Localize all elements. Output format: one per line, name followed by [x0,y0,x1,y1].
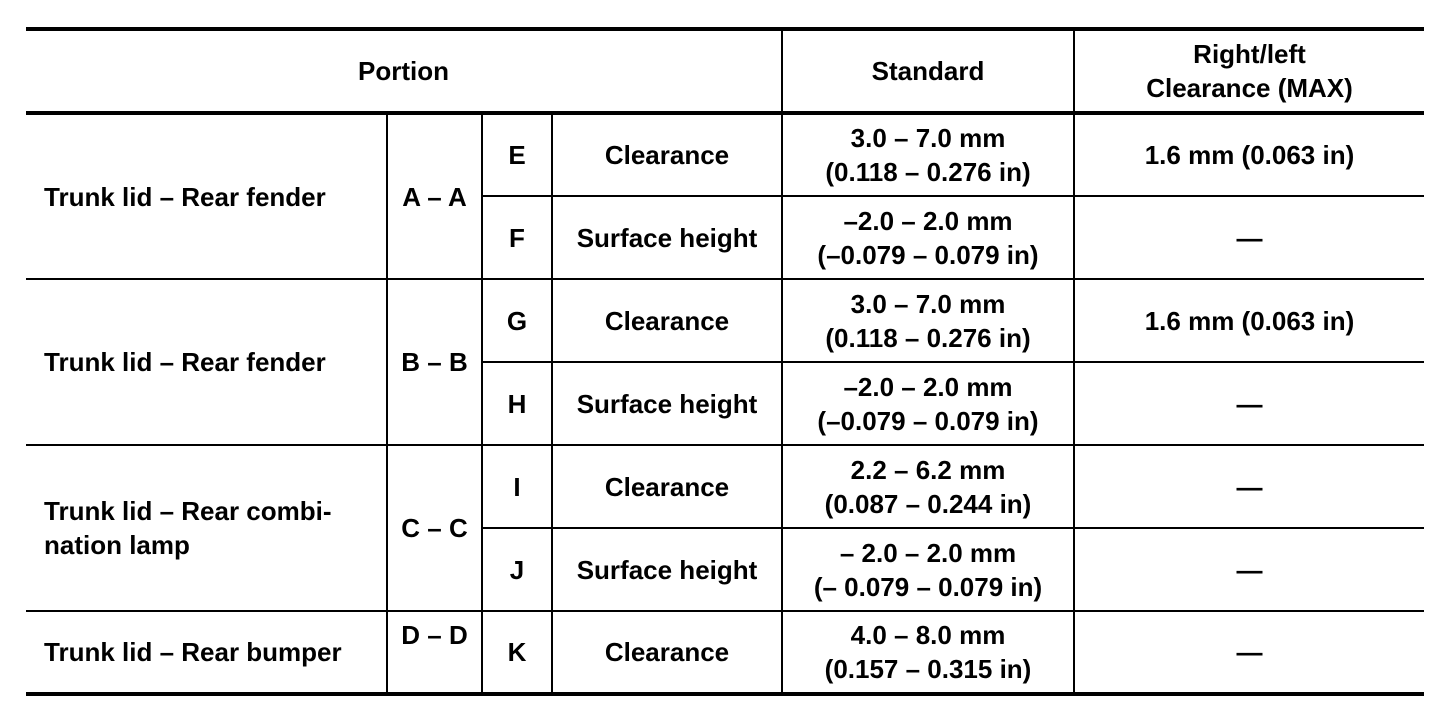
standard-in: (0.118 – 0.276 in) [825,157,1031,187]
table-row: J Surface height – 2.0 – 2.0 mm (– 0.079… [26,528,1424,612]
max-cell: — [1073,362,1424,446]
code-cell: E [481,113,552,197]
standard-in: (0.118 – 0.276 in) [825,322,1031,353]
item-cell: Clearance [551,113,782,197]
section-cell: B – B [386,279,482,446]
section-cell: C – C [386,445,482,612]
portion-line1: Trunk lid – Rear combi- [44,496,332,526]
max-cell: — [1073,196,1424,280]
standard-cell: 4.0 – 8.0 mm (0.157 – 0.315 in) [781,611,1074,696]
standard-mm: 3.0 – 7.0 mm [850,123,1006,153]
code-cell: G [481,279,552,363]
portion-cell: Trunk lid – Rear fender [26,113,387,280]
standard-mm: 4.0 – 8.0 mm [850,620,1006,650]
code-cell: H [481,362,552,446]
portion-line2: nation lamp [44,530,190,560]
item-cell: Clearance [551,279,782,363]
portion-cell: Trunk lid – Rear fender [26,279,387,446]
header-clearance-max-line1: Right/left [1193,39,1306,69]
standard-cell: 2.2 – 6.2 mm (0.087 – 0.244 in) [781,445,1074,529]
item-cell: Surface height [551,362,782,446]
header-portion: Portion [26,29,782,115]
standard-in: (–0.079 – 0.079 in) [817,405,1039,436]
standard-cell: –2.0 – 2.0 mm (–0.079 – 0.079 in) [781,196,1074,280]
standard-mm: –2.0 – 2.0 mm [843,371,1013,402]
max-cell: — [1073,445,1424,529]
section-cell: D – D [386,611,482,696]
standard-in: (–0.079 – 0.079 in) [817,239,1039,270]
standard-in: (0.157 – 0.315 in) [824,654,1032,684]
item-cell: Surface height [551,528,782,612]
portion-cell: Trunk lid – Rear bumper [26,611,387,696]
standard-in: (0.087 – 0.244 in) [824,488,1032,519]
standard-cell: 3.0 – 7.0 mm (0.118 – 0.276 in) [781,279,1074,363]
code-cell: J [481,528,552,612]
max-cell: — [1073,611,1424,696]
item-cell: Clearance [551,611,782,696]
table-row: Trunk lid – Rear combi- nation lamp C – … [26,445,1424,612]
max-cell: 1.6 mm (0.063 in) [1073,113,1424,197]
table-row: Trunk lid – Rear fender A – A E Clearanc… [26,113,1424,280]
max-cell: — [1073,528,1424,612]
standard-mm: 3.0 – 7.0 mm [850,288,1006,319]
item-cell: Clearance [551,445,782,529]
standard-mm: – 2.0 – 2.0 mm [839,537,1017,568]
header-standard: Standard [781,29,1074,115]
header-clearance-max-line2: Clearance (MAX) [1146,73,1353,103]
standard-mm: 2.2 – 6.2 mm [850,454,1006,485]
standard-cell: –2.0 – 2.0 mm (–0.079 – 0.079 in) [781,362,1074,446]
table-row: H Surface height –2.0 – 2.0 mm (–0.079 –… [26,362,1424,446]
table-row: Trunk lid – Rear bumper D – D K Clearanc… [26,611,1424,696]
portion-cell: Trunk lid – Rear combi- nation lamp [26,445,387,612]
clearance-specification-table: Portion Standard Right/left Clearance (M… [26,27,1424,696]
code-cell: K [481,611,552,696]
standard-mm: –2.0 – 2.0 mm [843,205,1013,236]
table-row: Trunk lid – Rear fender B – B G Clearanc… [26,279,1424,446]
section-cell: A – A [386,113,482,280]
table-row: F Surface height –2.0 – 2.0 mm (–0.079 –… [26,196,1424,280]
header-clearance-max: Right/left Clearance (MAX) [1073,29,1424,115]
standard-cell: – 2.0 – 2.0 mm (– 0.079 – 0.079 in) [781,528,1074,612]
code-cell: I [481,445,552,529]
code-cell: F [481,196,552,280]
item-cell: Surface height [551,196,782,280]
header-row: Portion Standard Right/left Clearance (M… [26,29,1424,115]
standard-cell: 3.0 – 7.0 mm (0.118 – 0.276 in) [781,113,1074,197]
standard-in: (– 0.079 – 0.079 in) [813,571,1043,602]
max-cell: 1.6 mm (0.063 in) [1073,279,1424,363]
